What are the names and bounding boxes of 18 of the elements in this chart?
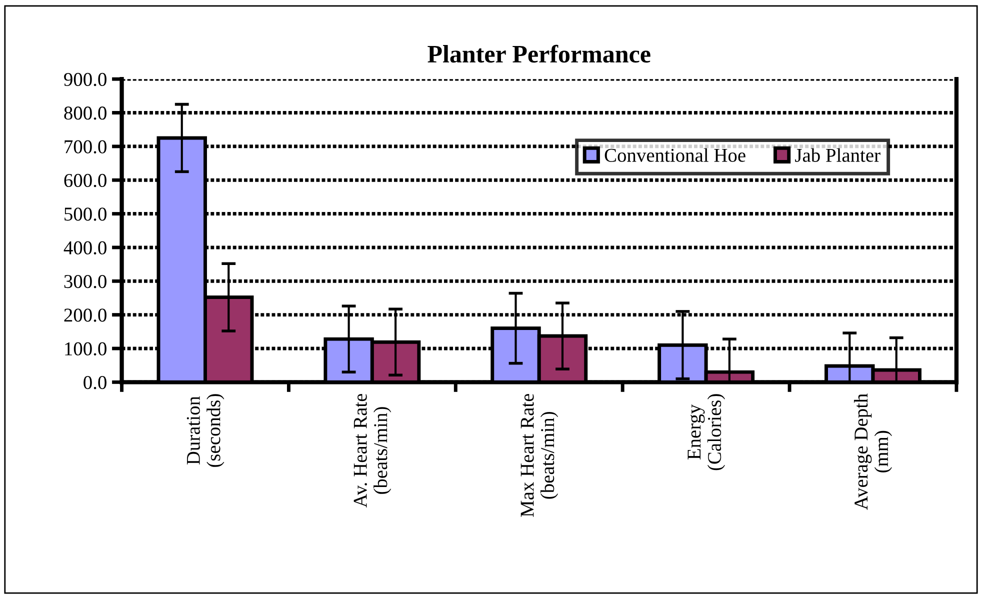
x-tick-label: Max Heart Rate (beats/min) <box>520 394 558 517</box>
y-tick-label: 800.0 <box>64 106 106 120</box>
y-tick-label: 400.0 <box>64 241 106 254</box>
y-tick-label: 100.0 <box>65 342 106 356</box>
x-tick-label: Average Depth (mm) <box>854 394 892 510</box>
x-tick-label: Energy (Calories) <box>688 394 726 470</box>
y-tick-label: 700.0 <box>64 140 106 154</box>
chart-title: Planter Performance <box>428 44 650 63</box>
y-tick-label: 0.0 <box>84 376 106 390</box>
legend-label: Jab Planter <box>795 148 880 162</box>
x-tick-label: Av. Heart Rate (beats/min) <box>354 394 392 508</box>
x-tick-label: Duration (seconds) <box>186 394 224 467</box>
legend-label: Conventional Hoe <box>604 148 746 162</box>
y-tick-label: 300.0 <box>64 274 106 288</box>
y-tick-label: 500.0 <box>64 208 106 221</box>
y-tick-label: 200.0 <box>64 308 106 322</box>
y-tick-label: 600.0 <box>64 174 106 188</box>
y-tick-label: 900.0 <box>64 72 106 86</box>
